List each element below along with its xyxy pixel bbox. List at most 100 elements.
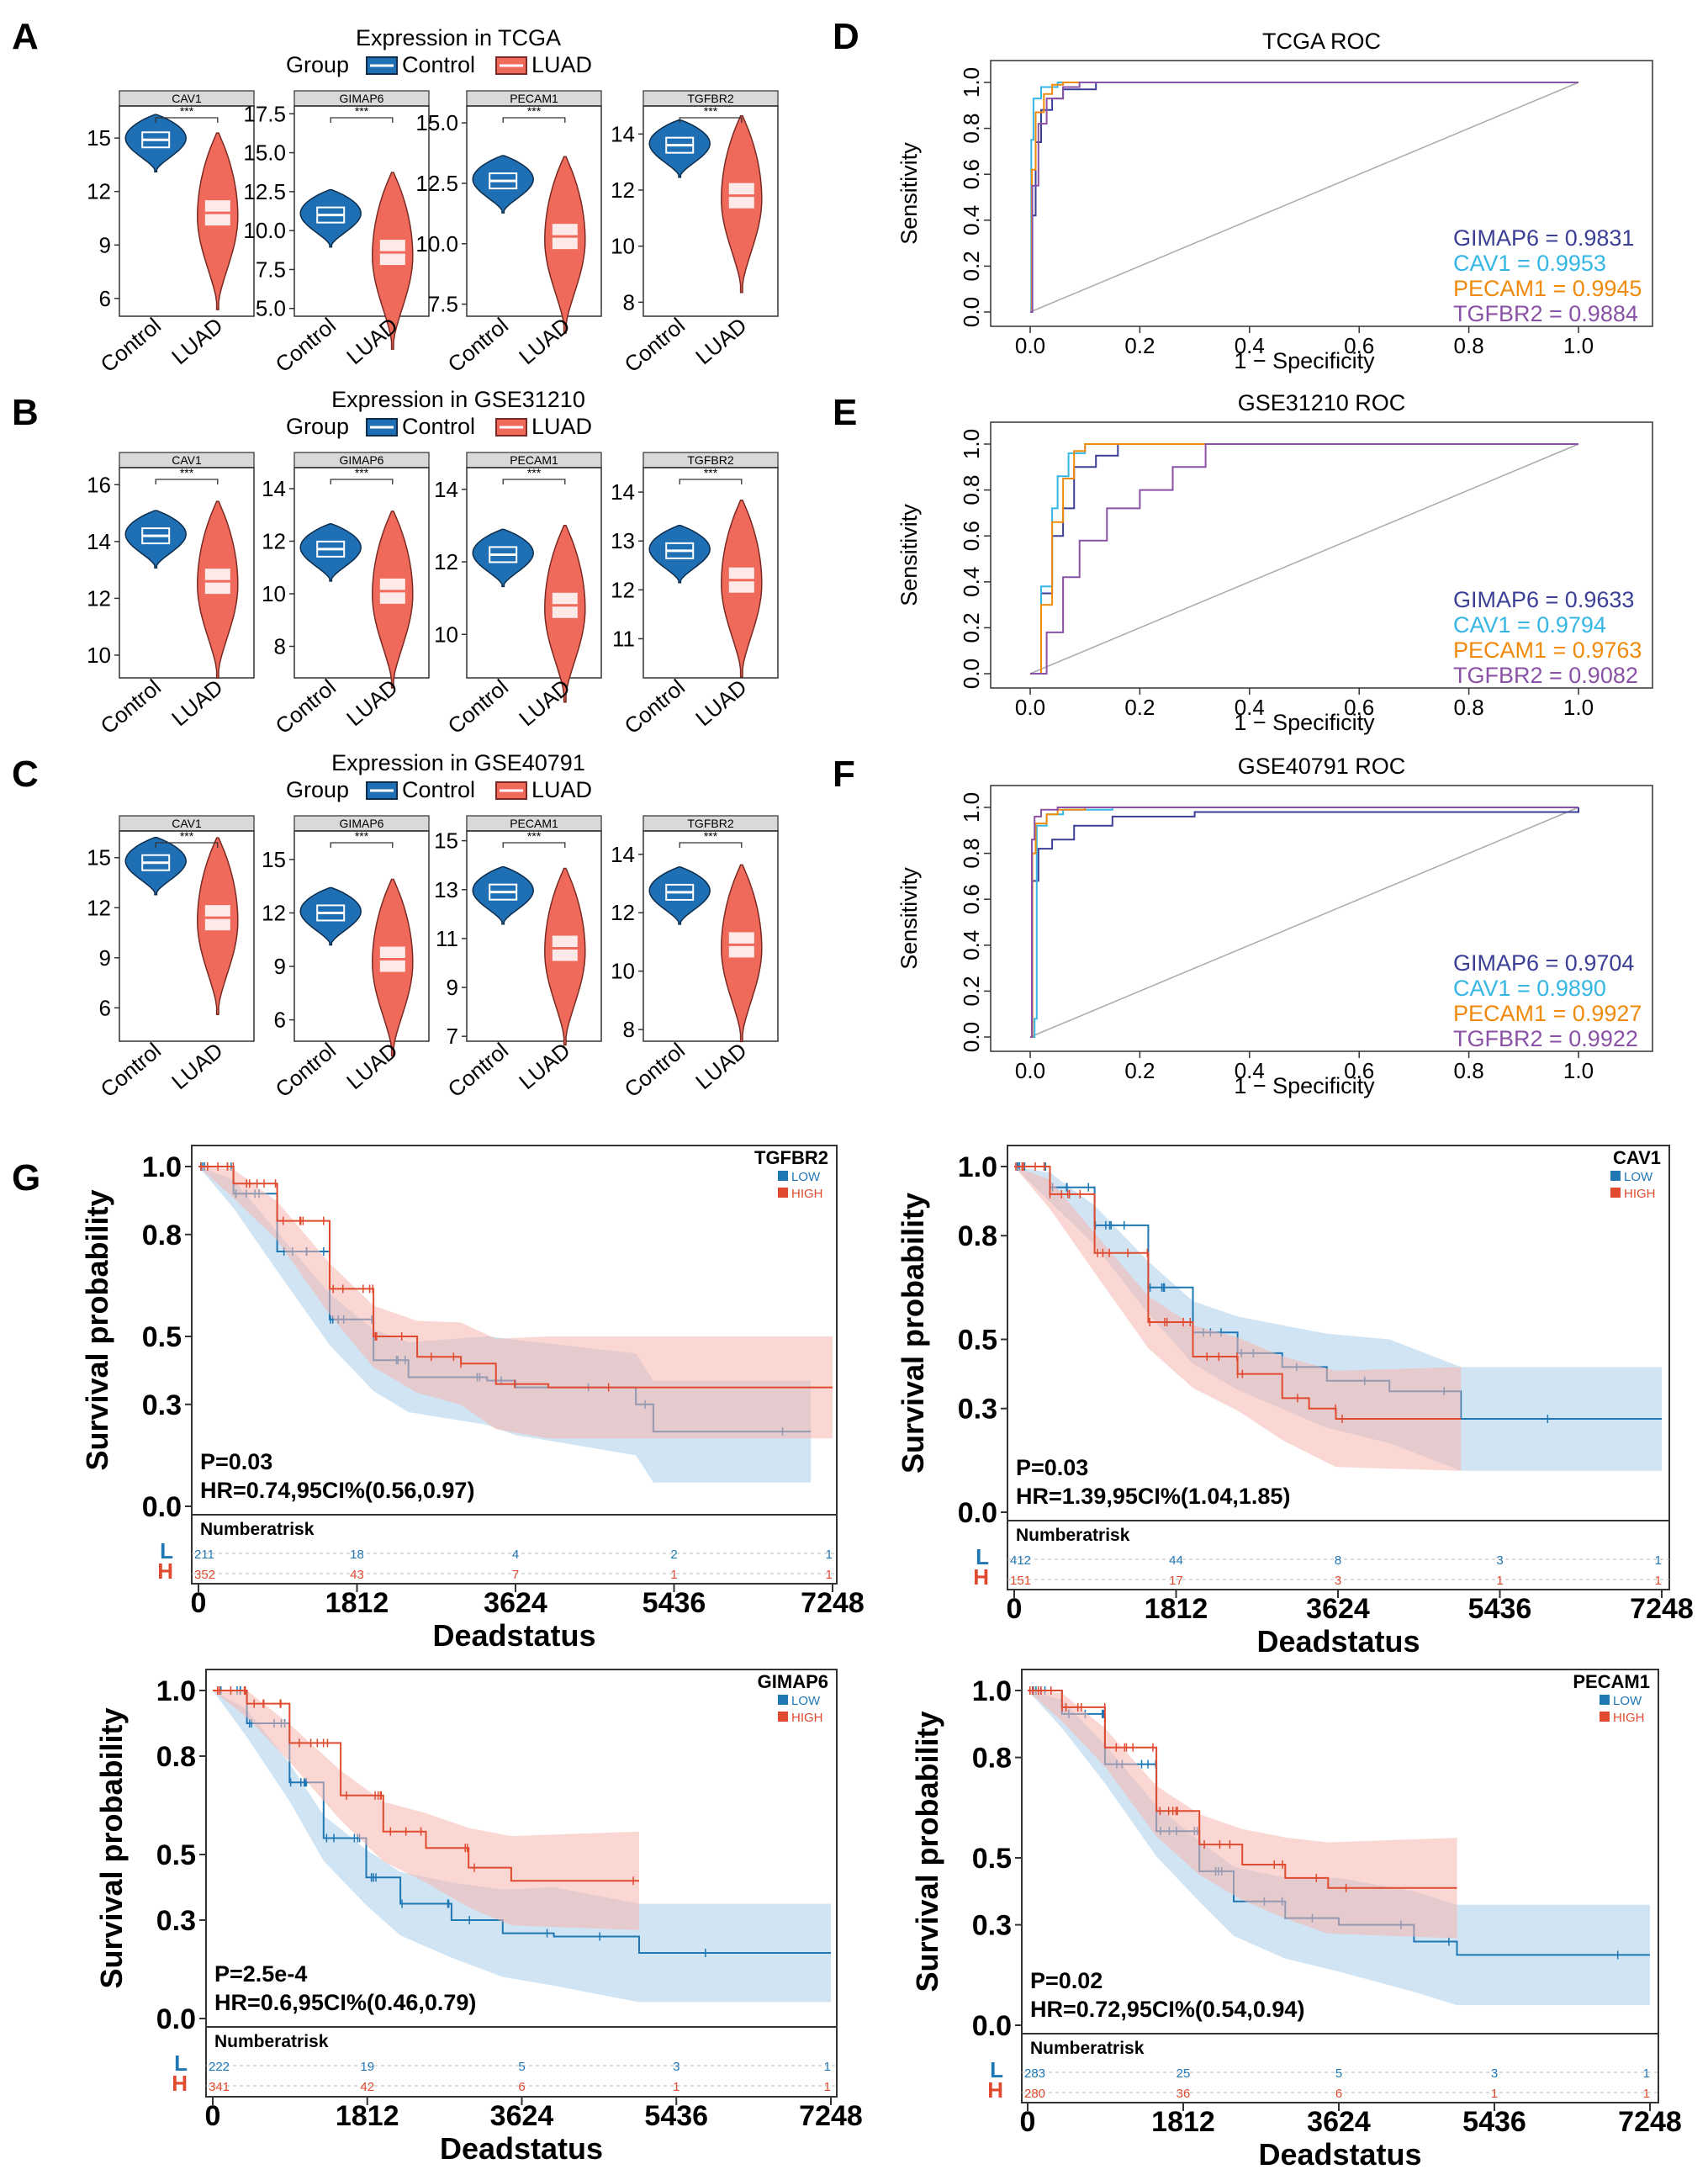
y-tick-label: 6 bbox=[99, 286, 111, 311]
y-tick-label: 0.2 bbox=[959, 251, 984, 281]
km-p-value: P=0.02 bbox=[1030, 1968, 1103, 1993]
diagonal-reference bbox=[1029, 82, 1579, 313]
panel-label-e: E bbox=[833, 392, 857, 433]
y-tick-label: 11 bbox=[612, 626, 635, 651]
y-tick-label: 7.5 bbox=[256, 257, 286, 282]
y-tick-label: 0.0 bbox=[972, 2010, 1012, 2042]
x-axis-label: 1 − Specificity bbox=[1234, 348, 1375, 373]
x-tick-label: 1.0 bbox=[1563, 695, 1594, 720]
y-tick-label: 14 bbox=[87, 529, 111, 554]
km-curve-high bbox=[213, 1690, 639, 1882]
auc-label-tgfbr2: TGFBR2 = 0.9884 bbox=[1453, 301, 1638, 326]
y-tick-label: 0.8 bbox=[959, 839, 984, 869]
risk-row-label-low: L bbox=[160, 1538, 173, 1564]
panel-label-c: C bbox=[12, 754, 39, 795]
ci-band-high bbox=[213, 1691, 639, 1930]
y-tick-label: 1.0 bbox=[959, 792, 984, 823]
risk-table-title: Numberatrisk bbox=[1030, 2039, 1145, 2058]
panel-label-g: G bbox=[12, 1157, 40, 1198]
plot-frame bbox=[1021, 1669, 1659, 2103]
y-tick-label: 9 bbox=[274, 954, 286, 979]
auc-label-tgfbr2: TGFBR2 = 0.9922 bbox=[1453, 1026, 1638, 1051]
x-tick-label: 0.0 bbox=[1015, 333, 1045, 358]
y-tick-label: 12.5 bbox=[243, 179, 286, 204]
legend-label-low: LOW bbox=[1613, 1694, 1642, 1708]
y-tick-label: 0.0 bbox=[156, 2003, 196, 2035]
violin-row-title: Expression in GSE40791 bbox=[331, 750, 585, 775]
y-axis-label: Survival probability bbox=[896, 1193, 930, 1474]
legend-swatch-low bbox=[778, 1695, 788, 1705]
y-tick-label: 12 bbox=[262, 529, 286, 554]
x-tick-label: 7248 bbox=[801, 1587, 865, 1619]
y-tick-label: 13 bbox=[434, 877, 458, 902]
risk-count-low: 222 bbox=[209, 2060, 230, 2074]
risk-count-high: 1 bbox=[670, 1568, 677, 1582]
y-tick-label: 1.0 bbox=[142, 1151, 182, 1183]
risk-table-title: Numberatrisk bbox=[1016, 1526, 1130, 1545]
risk-count-low: 2 bbox=[670, 1548, 677, 1562]
sig-bracket bbox=[679, 479, 743, 484]
facet-label: GIMAP6 bbox=[340, 92, 384, 105]
risk-count-high: 1 bbox=[1496, 1574, 1503, 1588]
y-tick-label: 14 bbox=[611, 121, 635, 146]
y-tick-label: 10.0 bbox=[243, 218, 286, 243]
sig-bracket bbox=[330, 479, 394, 484]
y-tick-label: 1.0 bbox=[959, 67, 984, 98]
sig-stars: *** bbox=[527, 829, 542, 843]
plot-frame bbox=[293, 105, 430, 317]
km-legend-gene: PECAM1 bbox=[1573, 1671, 1650, 1692]
sig-stars: *** bbox=[704, 829, 718, 843]
y-tick-label: 6 bbox=[99, 995, 111, 1020]
risk-count-low: 211 bbox=[194, 1548, 214, 1562]
risk-count-high: 341 bbox=[209, 2080, 230, 2094]
x-tick-label: 1812 bbox=[325, 1587, 389, 1619]
auc-label-gimap6: GIMAP6 = 0.9633 bbox=[1453, 587, 1634, 612]
auc-label-gimap6: GIMAP6 = 0.9704 bbox=[1453, 950, 1634, 976]
violin-panel-tgfbr2: TGFBR2 8 10 12 14 *** Control LUAD bbox=[611, 90, 779, 377]
y-tick-label: 0.5 bbox=[958, 1325, 997, 1357]
roc-curve-tgfbr2 bbox=[1030, 82, 1578, 313]
km-hazard-ratio: HR=0.72,95CI%(0.54,0.94) bbox=[1030, 1997, 1304, 2022]
legend-title: Group bbox=[286, 52, 349, 77]
y-tick-label: 0.6 bbox=[959, 884, 984, 914]
risk-count-low: 19 bbox=[360, 2060, 374, 2074]
violin-control bbox=[648, 525, 711, 584]
y-tick-label: 12 bbox=[262, 900, 286, 925]
km-hazard-ratio: HR=1.39,95CI%(1.04,1.85) bbox=[1016, 1484, 1290, 1509]
y-tick-label: 9 bbox=[447, 975, 458, 1000]
x-label-luad: LUAD bbox=[167, 1038, 227, 1095]
risk-count-low: 3 bbox=[1496, 1553, 1503, 1568]
sig-bracket bbox=[502, 479, 566, 484]
x-label-luad: LUAD bbox=[690, 1038, 751, 1095]
y-axis-label: Survival probability bbox=[80, 1189, 114, 1470]
legend-label-control: Control bbox=[402, 414, 475, 439]
x-tick-label: 5436 bbox=[1462, 2106, 1526, 2138]
x-tick-label: 0.4 bbox=[1235, 1058, 1265, 1083]
violin-control bbox=[299, 886, 362, 946]
y-tick-label: 12 bbox=[87, 585, 111, 611]
x-axis-label: Deadstatus bbox=[1256, 1624, 1420, 1659]
plot-frame bbox=[191, 1145, 838, 1585]
y-tick-label: 17.5 bbox=[243, 101, 286, 126]
sig-stars: *** bbox=[180, 466, 194, 479]
sig-stars: *** bbox=[527, 104, 542, 118]
plot-frame bbox=[642, 105, 779, 317]
legend-swatch-high bbox=[778, 1712, 788, 1722]
y-tick-label: 8 bbox=[623, 1017, 635, 1042]
x-tick-label: 1812 bbox=[336, 2100, 399, 2132]
x-axis-label: Deadstatus bbox=[1258, 2137, 1421, 2172]
plot-frame bbox=[293, 467, 430, 679]
auc-label-pecam1: PECAM1 = 0.9927 bbox=[1453, 1001, 1642, 1026]
y-tick-label: 9 bbox=[99, 945, 111, 971]
facet-label: GIMAP6 bbox=[340, 453, 384, 467]
x-tick-label: 3624 bbox=[484, 1587, 547, 1619]
y-tick-label: 0.0 bbox=[142, 1491, 182, 1523]
risk-count-low: 18 bbox=[350, 1548, 364, 1562]
x-label-control: Control bbox=[443, 313, 513, 378]
y-tick-label: 0.2 bbox=[959, 976, 984, 1006]
y-tick-label: 12 bbox=[87, 895, 111, 920]
sig-stars: *** bbox=[180, 829, 194, 843]
km-p-value: P=2.5e-4 bbox=[214, 1961, 307, 1987]
violin-panel-gimap6: GIMAP6 8 10 12 14 *** Control LUAD bbox=[262, 452, 430, 738]
